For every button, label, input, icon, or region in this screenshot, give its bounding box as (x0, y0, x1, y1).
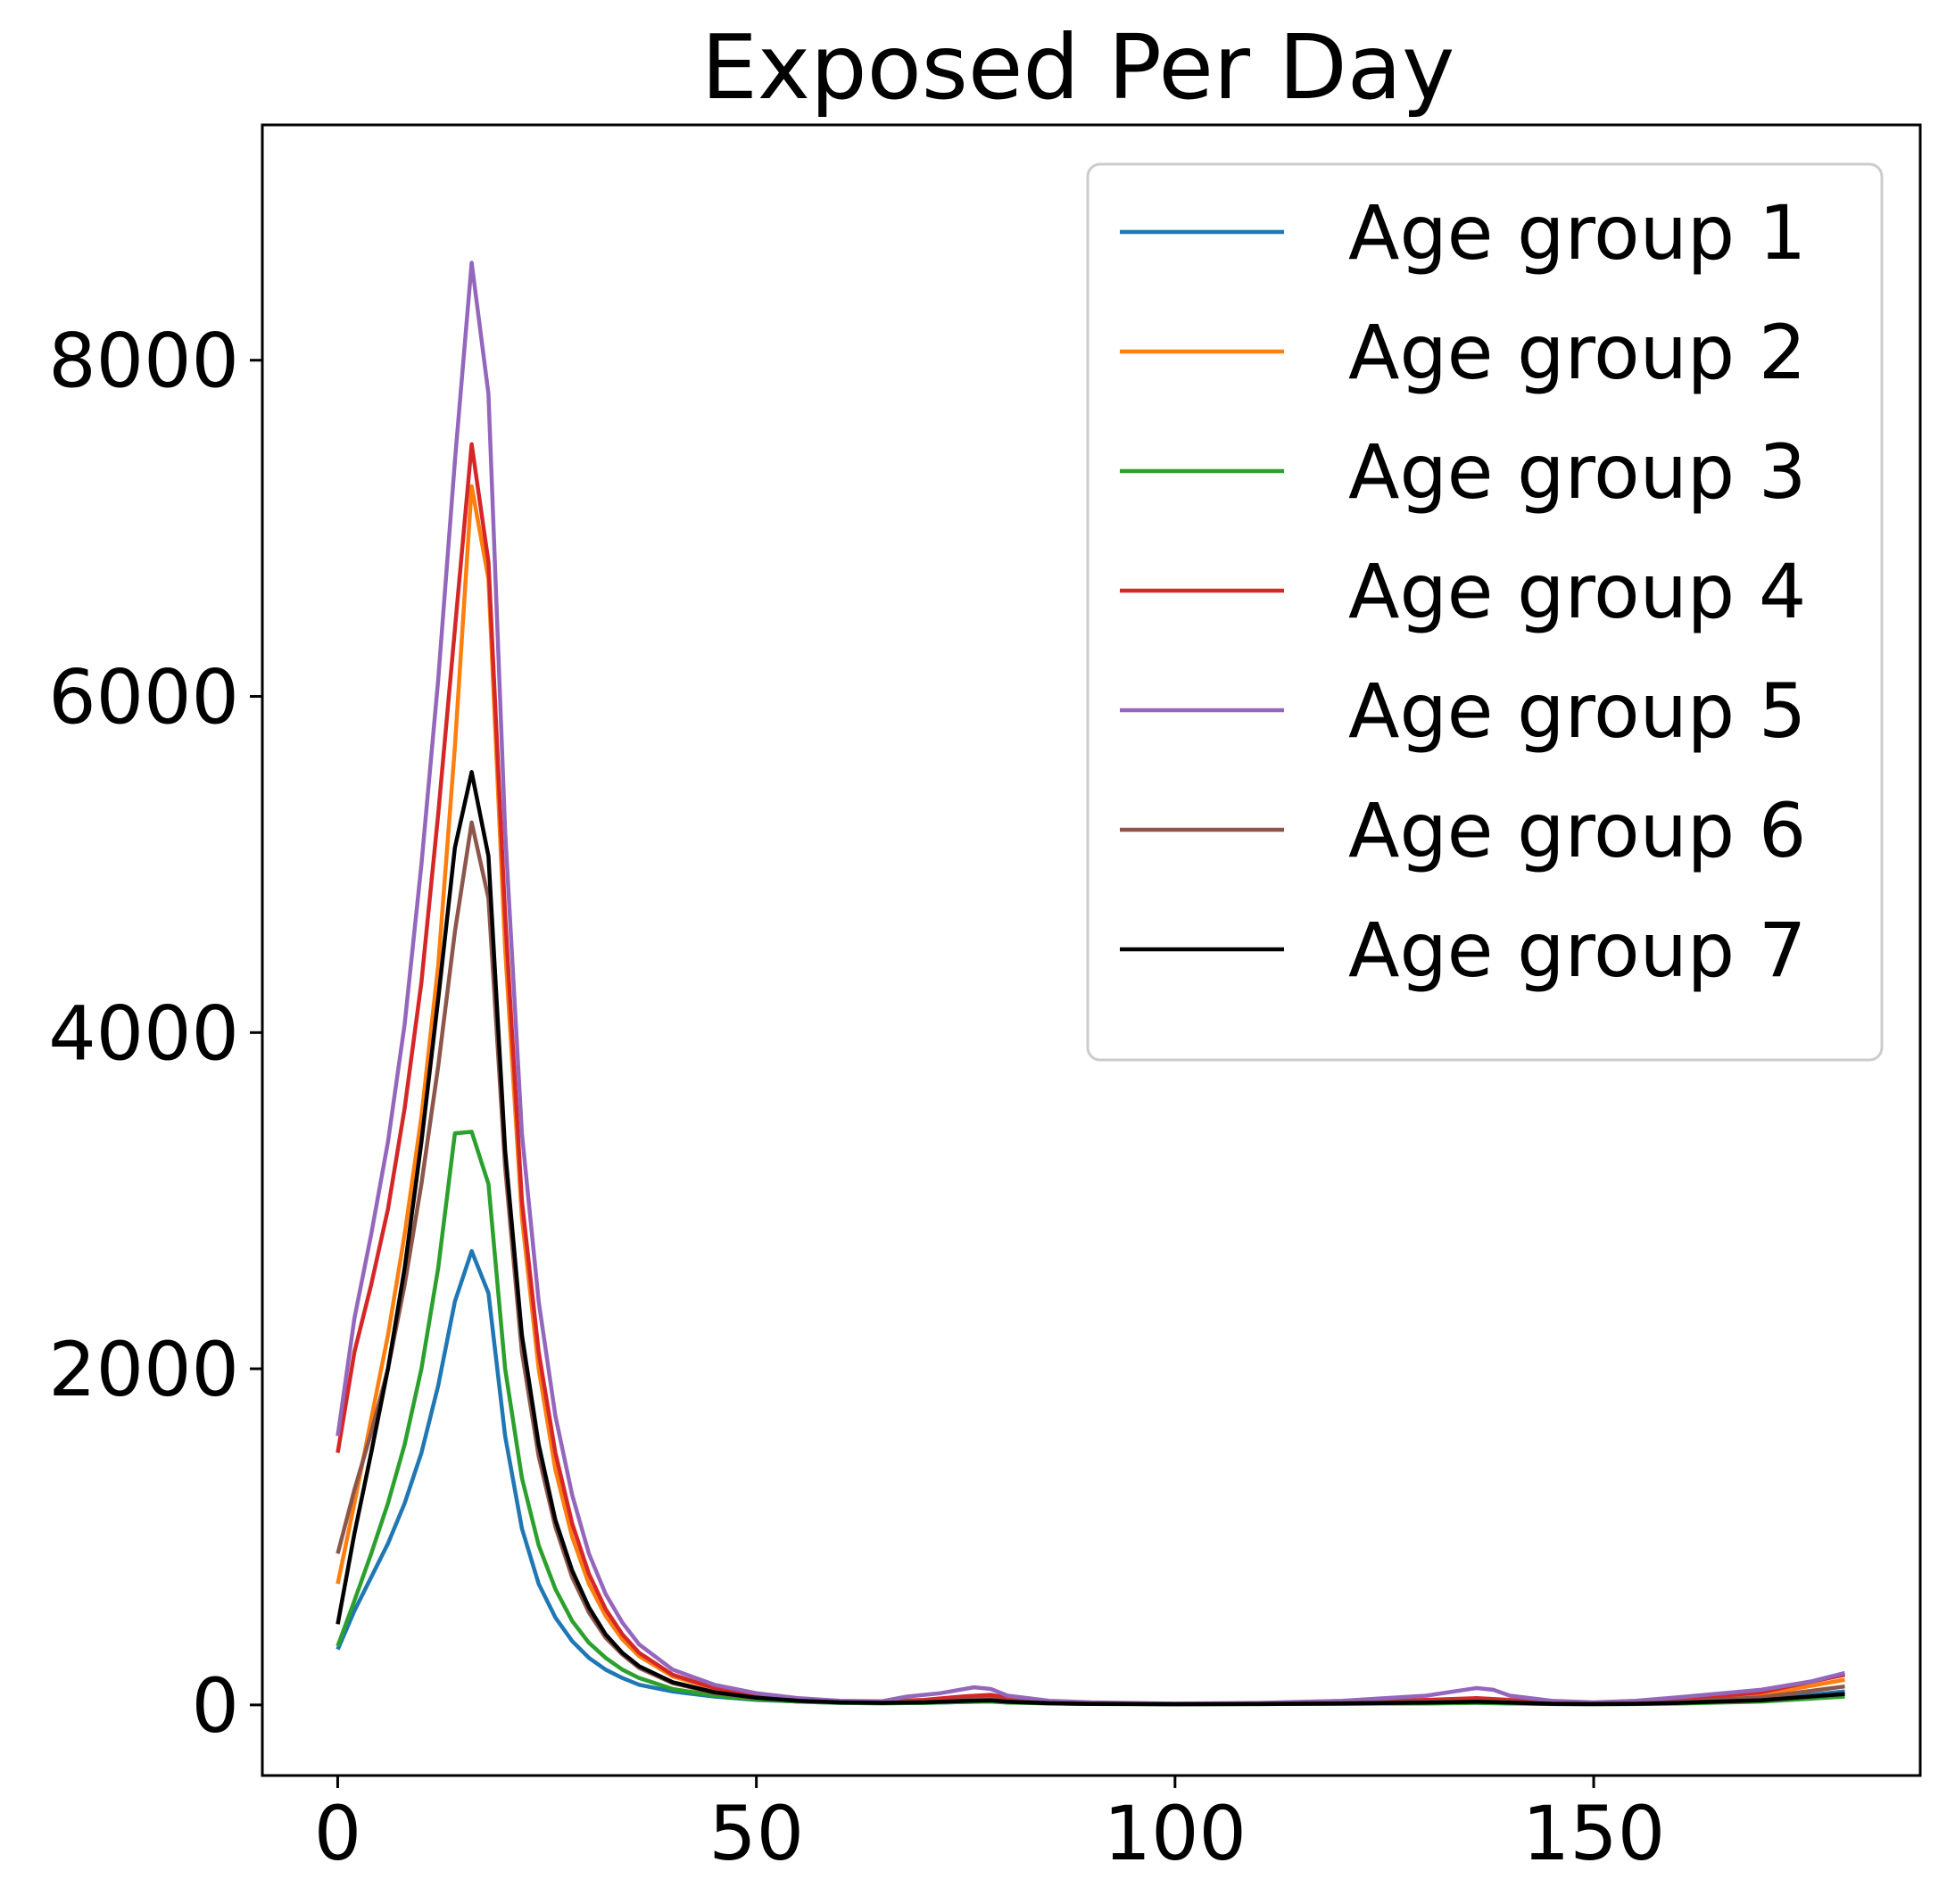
legend: Age group 1 Age group 2 Age group 3 Age gro… (1086, 162, 1884, 1062)
x-tick-label: 100 (1104, 1790, 1247, 1877)
y-tick-label: 2000 (48, 1326, 239, 1413)
series-layer (336, 261, 1846, 1707)
legend-label: Age group 6 (1348, 787, 1806, 874)
y-tick-label: 6000 (48, 654, 239, 741)
legend-label: Age group 7 (1348, 906, 1806, 994)
y-tick-label: 4000 (48, 989, 239, 1077)
y-tick-label: 0 (192, 1662, 239, 1750)
x-tick-label: 0 (314, 1790, 361, 1877)
chart-title: Exposed Per Day (701, 15, 1455, 120)
plot-area-frame (261, 123, 1922, 1777)
legend-label: Age group 1 (1348, 189, 1806, 277)
legend-label: Age group 5 (1348, 667, 1806, 755)
x-tick-label: 50 (708, 1790, 804, 1877)
legend-label: Age group 2 (1348, 309, 1806, 396)
x-tick-label: 150 (1522, 1790, 1665, 1877)
series-line-age-group-1 (336, 1248, 1845, 1707)
y-tick-label: 8000 (48, 318, 239, 405)
legend-label: Age group 4 (1348, 548, 1806, 635)
legend-label: Age group 3 (1348, 428, 1806, 516)
series-line-age-group-3 (336, 1130, 1845, 1707)
x-axis: 0 50 100 150 (314, 1776, 1665, 1877)
series-line-age-group-5 (336, 261, 1846, 1706)
series-line-age-group-7 (336, 770, 1845, 1707)
legend-box (1086, 162, 1884, 1062)
y-axis: 0 2000 4000 6000 8000 (48, 318, 262, 1750)
